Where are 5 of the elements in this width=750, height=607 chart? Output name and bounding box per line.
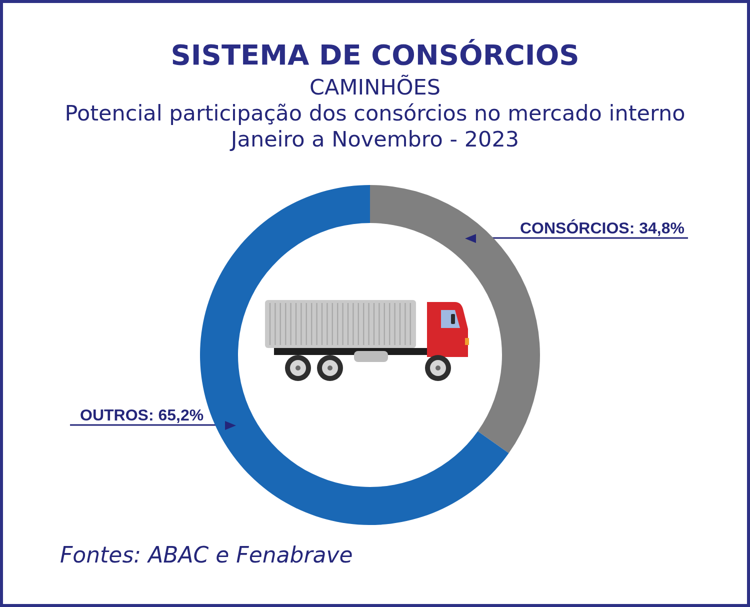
chart-title: SISTEMA DE CONSÓRCIOS — [170, 38, 580, 72]
chart-subtitle: CAMINHÕES Potencial participação dos consórcios no mercado interno Janeiro a Novembro - 2023 — [64, 74, 686, 152]
slice-label: OUTROS: 65,2% — [80, 406, 204, 424]
slice-label: CONSÓRCIOS: 34,8% — [520, 218, 684, 236]
text: Fontes: ABAC e Fenabrave — [60, 542, 353, 568]
